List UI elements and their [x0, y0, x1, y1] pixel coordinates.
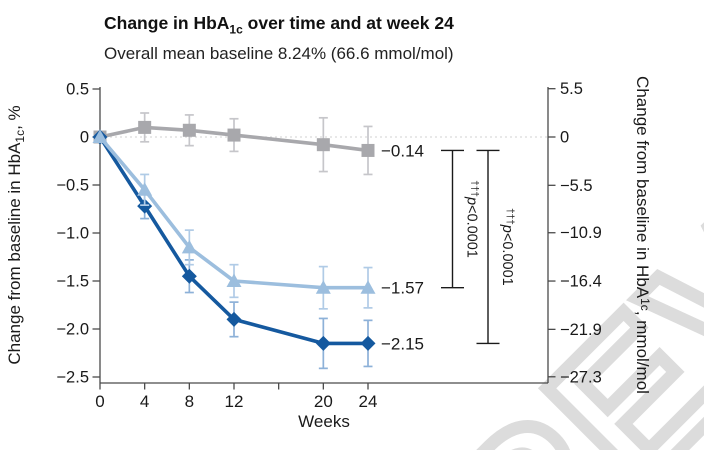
- series-dark-blue-diamonds: −2.15: [92, 129, 424, 370]
- data-point-marker: [138, 120, 152, 134]
- p-value-label: †††p<0.0001: [499, 208, 515, 286]
- series-line: [98, 135, 370, 290]
- x-axis: 0 4 8 12 20 24 Weeks: [95, 382, 548, 431]
- data-point-marker: [181, 268, 197, 284]
- data-point-marker: [315, 335, 331, 351]
- x-axis-tick-label: 0: [95, 392, 104, 411]
- right-axis-tick-label: 5.5: [560, 80, 583, 98]
- x-axis-tick-label: 24: [359, 392, 378, 411]
- data-point-marker: [92, 129, 108, 143]
- data-point-marker: [361, 143, 375, 157]
- left-axis-title: Change from baseline in HbA1c, %: [5, 105, 27, 364]
- x-axis-tick-label: 8: [185, 392, 194, 411]
- left-axis-tick-label: −1.5: [56, 273, 89, 291]
- comparison-bracket: †††p<0.0001: [441, 149, 480, 289]
- left-axis-tick-label: 0.5: [66, 81, 89, 99]
- right-axis-tick-label: −27.3: [560, 368, 602, 386]
- chart-title-text: Change in HbA: [104, 13, 230, 33]
- right-axis-tick-label: −16.4: [560, 273, 602, 291]
- left-axis-tick-label: −0.5: [56, 177, 89, 195]
- p-value-label: †††p<0.0001: [464, 180, 480, 258]
- x-axis-tick-label: 20: [314, 392, 333, 411]
- data-point-marker: [137, 198, 153, 214]
- data-point-marker: [226, 273, 242, 287]
- data-point-marker: [360, 280, 376, 294]
- series-gray-squares: −0.14: [93, 112, 424, 176]
- data-point-marker: [315, 280, 331, 294]
- data-point-marker: [227, 128, 241, 142]
- right-axis-tick-label: −5.5: [560, 177, 593, 195]
- chart-title: Change in HbA1c over time and at week 24: [104, 12, 454, 42]
- x-axis-tick-label: 12: [225, 392, 244, 411]
- chart-header: Change in HbA1c over time and at week 24…: [104, 12, 454, 65]
- left-axis-tick-label: −1.0: [56, 225, 89, 243]
- chart-subtitle: Overall mean baseline 8.24% (66.6 mmol/m…: [104, 43, 454, 63]
- data-point-marker: [137, 182, 153, 196]
- chart-title-subscript: 1c: [229, 22, 243, 37]
- left-axis: 0.5 0 −0.5 −1.0 −1.5 −2.0 −2.5 Change from base…: [5, 81, 101, 387]
- right-axis-title: Change from baseline in HbA1c, mmol/mol: [633, 76, 652, 394]
- left-axis-tick-label: −2.0: [56, 321, 89, 339]
- x-axis-tick-label: 4: [140, 392, 149, 411]
- data-point-marker: [360, 335, 376, 351]
- series-light-blue-triangles: −1.57: [92, 129, 424, 310]
- data-point-marker: [316, 138, 330, 152]
- left-axis-tick-label: 0: [80, 129, 89, 147]
- series-end-value-label: −1.57: [381, 279, 424, 298]
- right-axis-tick-label: 0: [560, 129, 569, 147]
- series-line: [98, 125, 370, 153]
- data-point-marker: [226, 311, 242, 327]
- right-axis-tick-label: −10.9: [560, 224, 602, 242]
- right-axis-tick-label: −21.9: [560, 321, 602, 339]
- data-point-marker: [182, 123, 196, 137]
- series-end-value-label: −2.15: [381, 334, 424, 353]
- chart-title-text-2: over time and at week 24: [242, 13, 454, 33]
- x-axis-title: Weeks: [298, 412, 350, 431]
- comparison-bracket: †††p<0.0001: [476, 149, 515, 345]
- right-axis: 5.5 0 −5.5 −10.9 −16.4 −21.9 −27.3 Change from …: [547, 76, 652, 394]
- series-end-value-label: −0.14: [381, 141, 424, 160]
- left-axis-tick-label: −2.5: [56, 369, 89, 387]
- data-point-marker: [181, 239, 197, 254]
